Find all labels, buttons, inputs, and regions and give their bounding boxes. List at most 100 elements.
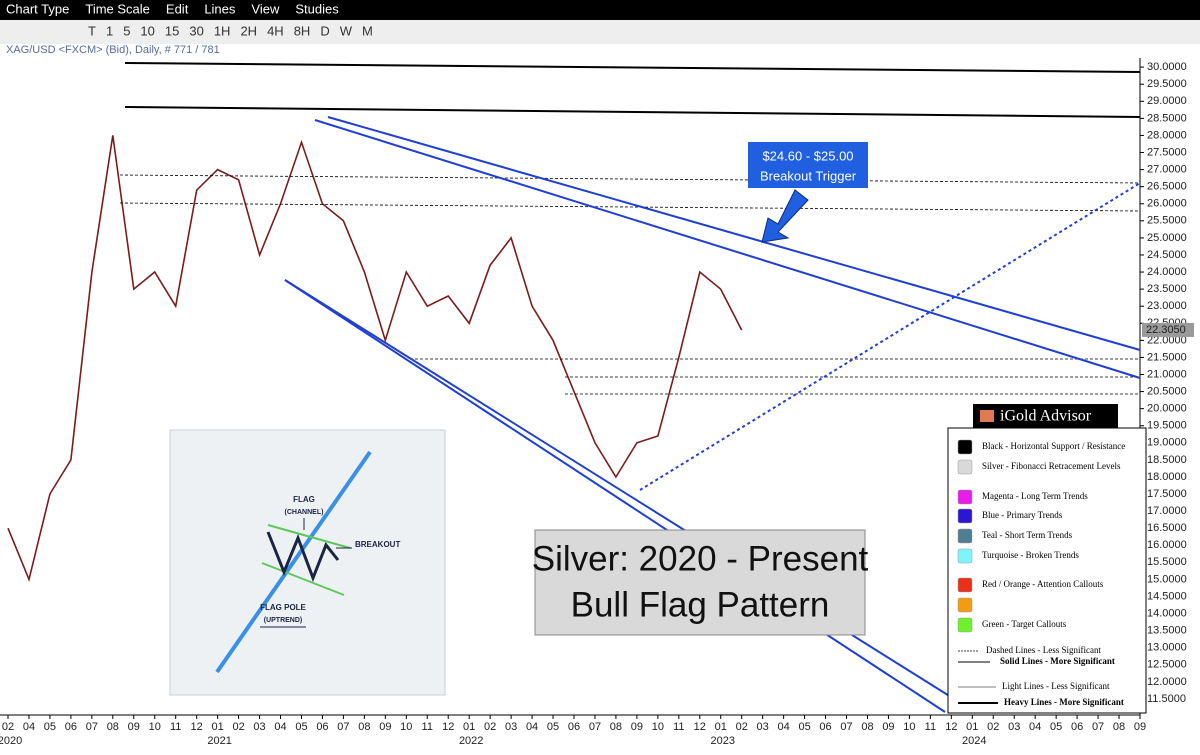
legend-label: Dashed Lines - Less Significant [986, 645, 1101, 655]
last-price-label: 22.3050 [1146, 324, 1186, 336]
y-tick-label: 24.5000 [1147, 249, 1187, 261]
legend-label: Blue - Primary Trends [982, 510, 1063, 520]
menu-item[interactable]: View [251, 1, 280, 16]
year-label: 2020 [0, 735, 22, 747]
y-tick-label: 17.5000 [1147, 488, 1187, 500]
price-line [7, 135, 743, 582]
legend-swatch [957, 439, 973, 455]
year-label: 2023 [710, 735, 734, 747]
y-tick-label: 12.5000 [1147, 659, 1187, 671]
y-tick-label: 11.5000 [1147, 693, 1186, 705]
y-tick-label: 25.5000 [1147, 215, 1187, 227]
legend-label: Black - Horizontal Support / Resistance [982, 441, 1125, 451]
x-tick-label: 10 [652, 721, 664, 733]
y-tick-label: 30.0000 [1147, 61, 1187, 73]
year-label: 2022 [459, 735, 483, 747]
y-tick-label: 23.0000 [1147, 300, 1187, 312]
x-tick-label: 03 [1008, 721, 1020, 733]
headline: Bull Flag Pattern [571, 585, 830, 624]
x-tick-label: 08 [861, 721, 873, 733]
y-tick-label: 17.0000 [1147, 505, 1187, 517]
x-tick-label: 07 [840, 721, 852, 733]
x-tick-label: 06 [316, 721, 328, 733]
legend-swatch [957, 508, 973, 524]
toolbar-button[interactable]: 1 [106, 23, 113, 38]
trend-line [314, 119, 1141, 379]
menu-item[interactable]: Lines [204, 1, 236, 16]
toolbar-button[interactable]: 1H [214, 23, 231, 38]
x-tick-label: 02 [232, 721, 244, 733]
x-tick-label: 04 [526, 721, 538, 733]
toolbar-button[interactable]: T [88, 23, 96, 38]
toolbar-button[interactable]: 5 [123, 23, 130, 38]
x-tick-label: 05 [44, 721, 56, 733]
toolbar-button[interactable]: M [362, 23, 373, 38]
x-tick-label: 11 [422, 721, 433, 733]
x-tick-label: 12 [945, 721, 957, 733]
last-price-box [1142, 322, 1194, 337]
x-tick-label: 10 [149, 721, 161, 733]
resistance-line [124, 106, 1141, 118]
legend-label: Red / Orange - Attention Callouts [982, 579, 1104, 589]
legend-swatch [957, 597, 973, 613]
y-tick-label: 14.0000 [1147, 607, 1187, 619]
x-tick-label: 12 [442, 721, 454, 733]
x-tick-label: 10 [400, 721, 412, 733]
menu-item[interactable]: Chart Type [6, 1, 69, 16]
y-tick-label: 20.0000 [1147, 403, 1187, 415]
toolbar-button[interactable]: 8H [294, 23, 311, 38]
y-tick-label: 26.5000 [1147, 181, 1187, 193]
y-tick-label: 29.5000 [1147, 78, 1187, 90]
y-tick-label: 20.5000 [1147, 385, 1187, 397]
inset-label: (UPTREND) [264, 617, 303, 624]
menu-item[interactable]: Studies [295, 1, 339, 16]
y-tick-label: 15.0000 [1147, 573, 1187, 585]
legend-swatch [957, 459, 973, 475]
x-tick-label: 06 [819, 721, 831, 733]
resistance-line [124, 62, 1141, 73]
y-tick-label: 21.0000 [1147, 368, 1187, 380]
x-tick-label: 03 [757, 721, 769, 733]
toolbar-button[interactable]: 30 [189, 23, 203, 38]
y-tick-label: 28.0000 [1147, 129, 1187, 141]
y-tick-label: 27.5000 [1147, 146, 1187, 158]
x-tick-label: 12 [191, 721, 203, 733]
x-tick-label: 11 [673, 721, 684, 733]
x-tick-label: 02 [736, 721, 748, 733]
toolbar-button[interactable]: 4H [267, 23, 284, 38]
x-tick-label: 04 [1029, 721, 1041, 733]
y-tick-label: 18.0000 [1147, 471, 1187, 483]
toolbar-button[interactable]: 15 [165, 23, 179, 38]
toolbar-button[interactable]: 2H [240, 23, 257, 38]
x-tick-label: 07 [337, 721, 349, 733]
fib-line [119, 174, 1141, 184]
trend-line [284, 279, 946, 713]
menu-item[interactable]: Time Scale [85, 1, 150, 16]
y-tick-label: 27.0000 [1147, 163, 1187, 175]
legend-label: Green - Target Callouts [982, 619, 1067, 629]
legend-swatch [957, 548, 973, 564]
logo: iGold Advisor [1000, 408, 1092, 425]
x-tick-label: 10 [903, 721, 915, 733]
x-tick-label: 07 [1092, 721, 1104, 733]
toolbar-button[interactable]: D [320, 23, 329, 38]
x-tick-label: 02 [484, 721, 496, 733]
menu-item[interactable]: Edit [166, 1, 189, 16]
legend-label: Turquoise - Broken Trends [982, 550, 1079, 560]
x-tick-label: 01 [463, 721, 475, 733]
inset-label: BREAKOUT [355, 540, 400, 549]
inset-label: FLAG POLE [260, 603, 306, 612]
x-tick-label: 08 [107, 721, 119, 733]
x-tick-label: 08 [358, 721, 370, 733]
y-tick-label: 15.5000 [1147, 556, 1187, 568]
toolbar-button[interactable]: 10 [140, 23, 154, 38]
y-tick-label: 25.0000 [1147, 232, 1187, 244]
channel-line [267, 524, 351, 549]
trend-line [327, 116, 1141, 351]
toolbar-button[interactable]: W [340, 23, 353, 38]
flag-pole [215, 450, 372, 674]
legend-label: Magenta - Long Term Trends [982, 491, 1088, 501]
year-label: 2021 [207, 735, 231, 747]
x-tick-label: 01 [966, 721, 978, 733]
